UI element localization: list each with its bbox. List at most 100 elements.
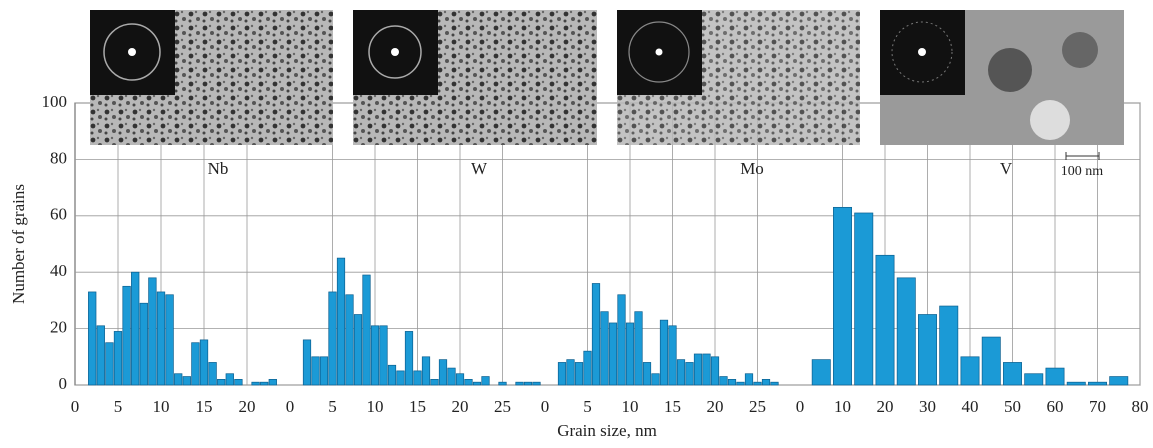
bar — [753, 381, 762, 386]
bar — [1109, 376, 1129, 386]
x-tick-label: 30 — [919, 397, 936, 416]
y-tick-label: 40 — [50, 261, 67, 280]
bar — [744, 373, 754, 386]
bar — [413, 370, 422, 386]
x-tick-label: 5 — [328, 397, 337, 416]
bar — [659, 319, 669, 386]
x-tick-label: 10 — [622, 397, 639, 416]
bar — [761, 379, 771, 386]
bar — [770, 381, 779, 386]
bar — [311, 356, 320, 386]
bar — [1003, 362, 1022, 386]
bar — [1045, 367, 1065, 386]
bar — [208, 362, 217, 386]
bar — [481, 376, 490, 386]
bar — [217, 379, 226, 386]
bar — [174, 373, 183, 386]
panel-title: Nb — [208, 159, 229, 178]
bar — [719, 376, 728, 386]
micrographs — [90, 10, 1124, 145]
x-tick-label: 20 — [707, 397, 724, 416]
bar — [651, 373, 660, 386]
bar — [260, 381, 269, 386]
x-tick-label: 60 — [1047, 397, 1064, 416]
bar — [710, 356, 720, 386]
bar — [396, 370, 405, 386]
y-axis-label: Number of grains — [9, 184, 28, 304]
y-tick-label: 60 — [50, 205, 67, 224]
bar — [328, 291, 337, 386]
bar — [131, 271, 140, 386]
x-tick-label: 80 — [1132, 397, 1149, 416]
bar — [591, 283, 601, 386]
panel-title: W — [471, 159, 488, 178]
bar — [353, 314, 363, 386]
bar — [430, 379, 439, 386]
bar — [105, 342, 114, 386]
y-tick-label: 80 — [50, 148, 67, 167]
bar — [234, 379, 243, 386]
x-tick-label: 25 — [494, 397, 511, 416]
y-tick-label: 0 — [59, 374, 68, 393]
x-tick-label: 40 — [962, 397, 979, 416]
bar — [574, 362, 584, 386]
x-tick-label: 20 — [877, 397, 894, 416]
bar — [566, 359, 575, 386]
bar — [600, 311, 609, 386]
bar — [693, 353, 703, 386]
bar — [1088, 381, 1107, 386]
bar — [634, 311, 643, 386]
bar — [523, 381, 533, 386]
bar — [404, 331, 414, 386]
bar — [854, 212, 874, 386]
bar — [139, 302, 148, 386]
bar — [833, 206, 852, 386]
bar — [148, 277, 157, 386]
bar — [370, 325, 380, 386]
panel-title: Mo — [740, 159, 764, 178]
y-tick-label: 100 — [42, 92, 68, 111]
bar — [165, 294, 174, 386]
bar — [438, 359, 448, 386]
bar — [336, 257, 346, 386]
x-tick-label: 10 — [834, 397, 851, 416]
bar — [191, 342, 200, 386]
y-tick-label: 20 — [50, 318, 67, 337]
bar — [113, 331, 123, 386]
x-tick-label: 10 — [153, 397, 170, 416]
x-tick-label: 20 — [452, 397, 469, 416]
bar — [362, 274, 371, 386]
x-tick-label: 20 — [239, 397, 256, 416]
bar — [1024, 373, 1044, 386]
bar — [939, 305, 959, 386]
bar — [455, 373, 465, 386]
bar — [896, 277, 916, 386]
bar — [702, 353, 711, 386]
bar — [498, 381, 507, 386]
panel-title: V — [1000, 159, 1013, 178]
x-tick-label: 5 — [583, 397, 592, 416]
annotation: 100 nm — [1061, 164, 1104, 179]
bar — [122, 285, 131, 386]
bar — [251, 381, 260, 386]
x-tick-label: 15 — [664, 397, 681, 416]
bar — [736, 381, 745, 386]
x-tick-label: 15 — [196, 397, 213, 416]
bar — [319, 356, 329, 386]
x-tick-label: 70 — [1089, 397, 1106, 416]
bar — [96, 325, 105, 386]
bar — [617, 294, 626, 386]
x-tick-label: 15 — [409, 397, 426, 416]
bar — [464, 379, 473, 386]
bar — [642, 362, 652, 386]
bar — [811, 359, 831, 386]
bar — [182, 376, 191, 386]
x-tick-label: 0 — [71, 397, 80, 416]
x-tick-label: 0 — [286, 397, 295, 416]
bar — [472, 381, 482, 386]
bar — [379, 325, 388, 386]
bar — [918, 314, 937, 386]
bar — [727, 379, 737, 386]
bar — [268, 379, 277, 386]
